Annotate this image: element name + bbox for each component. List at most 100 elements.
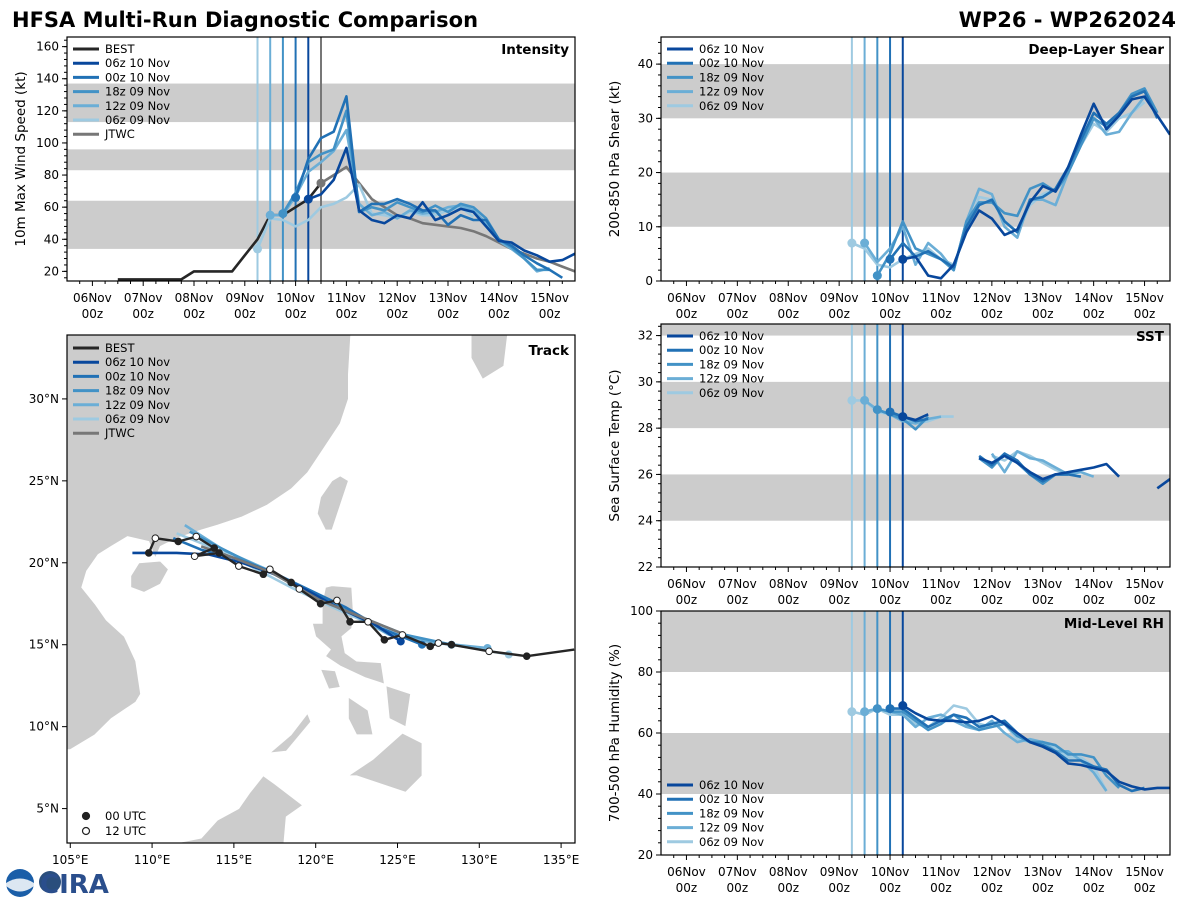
legend-label: 12z 09 Nov [699, 85, 764, 99]
x-tick-hour: 00z [981, 307, 1003, 321]
lat-tick-label: 5°N [36, 802, 59, 816]
x-tick-hour: 00z [676, 307, 698, 321]
best-point-00utc [210, 544, 219, 552]
legend-label: 00z 10 Nov [105, 369, 170, 383]
marker-legend-label: 12 UTC [105, 824, 146, 838]
x-tick-hour: 00z [930, 593, 952, 607]
x-tick-hour: 00z [879, 307, 901, 321]
init-point-06z-10-nov [303, 194, 313, 204]
panel-sst: 22 24 26 28 30 32 06Nov 00z 07Nov 00z 08Nov 00z 09No… [607, 323, 1171, 607]
best-point-12utc [266, 565, 274, 574]
best-point-12utc [333, 596, 341, 605]
best-point-00utc [215, 549, 223, 557]
y-tick-label: 0 [645, 274, 653, 288]
series-line-06z-10-nov [902, 704, 1170, 791]
y-tick-label: 10 [638, 220, 653, 234]
legend-label: 12z 09 Nov [105, 398, 170, 412]
x-tick-day: 12Nov [972, 291, 1011, 305]
x-tick-day: 08Nov [769, 291, 808, 305]
x-tick-hour: 00z [828, 881, 850, 895]
best-point-12utc [190, 552, 199, 561]
init-point-06z-09-nov [847, 238, 857, 248]
panel-title: Intensity [501, 42, 569, 58]
y-tick-label: 32 [638, 329, 653, 343]
x-tick-hour: 00z [777, 307, 799, 321]
x-tick-day: 15Nov [530, 291, 569, 305]
noaa-wave-icon [6, 878, 34, 892]
x-tick-day: 15Nov [1125, 577, 1164, 591]
legend-label: BEST [105, 42, 135, 56]
x-tick-hour: 00z [1083, 593, 1105, 607]
x-tick-day: 13Nov [1023, 865, 1062, 879]
init-point-18z-09-nov [278, 209, 288, 219]
legend-label: 12z 09 Nov [105, 99, 170, 113]
lat-tick-label: 25°N [29, 474, 59, 488]
legend-label: 00z 10 Nov [699, 343, 764, 357]
x-tick-day: 12Nov [972, 577, 1011, 591]
x-tick-hour: 00z [828, 307, 850, 321]
lon-tick-label: 110°E [134, 853, 171, 867]
y-tick-label: 60 [44, 200, 59, 214]
y-tick-label: 20 [638, 166, 653, 180]
x-tick-day: 08Nov [769, 865, 808, 879]
land-mainland-asia [67, 335, 352, 750]
best-point-12utc [151, 534, 160, 543]
init-point-jtwc [316, 178, 326, 188]
y-tick-label: 160 [36, 40, 59, 54]
best-point-12utc [295, 585, 304, 593]
x-tick-day: 07Nov [718, 865, 757, 879]
x-tick-day: 07Nov [718, 291, 757, 305]
x-tick-day: 15Nov [1125, 865, 1164, 879]
lat-tick-label: 10°N [29, 720, 59, 734]
y-tick-label: 100 [630, 604, 653, 618]
y-axis-label: 10m Max Wind Speed (kt) [13, 71, 29, 246]
x-tick-day: 10Nov [871, 291, 910, 305]
x-tick-day: 07Nov [718, 577, 757, 591]
legend-label: 00z 10 Nov [105, 70, 170, 84]
threshold-band [661, 611, 1170, 672]
init-point-06z-09-nov [847, 707, 857, 717]
series-line-12z-09-nov [270, 128, 550, 273]
x-tick-hour: 00z [234, 307, 256, 321]
y-tick-label: 80 [638, 665, 653, 679]
x-tick-hour: 00z [1032, 881, 1054, 895]
series-line-06z-09-nov [851, 704, 1108, 792]
x-tick-day: 11Nov [327, 291, 366, 305]
y-axis-label: Sea Surface Temp (°C) [607, 369, 623, 521]
best-point-00utc [174, 537, 183, 546]
x-tick-hour: 00z [1032, 593, 1054, 607]
marker-12utc-icon [81, 826, 91, 836]
legend-label: 18z 09 Nov [105, 85, 170, 99]
best-point-00utc [426, 642, 435, 651]
best-point-00utc [380, 636, 389, 644]
best-point-00utc [522, 652, 531, 660]
land-palawan [268, 712, 312, 754]
lon-tick-label: 135°E [543, 853, 580, 867]
init-point-12z-09-nov [860, 238, 870, 248]
init-point-06z-09-nov [253, 244, 262, 254]
plot-area [67, 37, 575, 281]
best-point-00utc [259, 570, 268, 579]
x-tick-day: 12Nov [972, 865, 1011, 879]
x-tick-hour: 00z [981, 593, 1003, 607]
best-point-12utc [192, 532, 201, 541]
x-tick-day: 10Nov [871, 577, 910, 591]
land-hainan [130, 560, 169, 593]
legend-label: 06z 09 Nov [105, 113, 170, 127]
y-tick-label: 40 [44, 232, 59, 246]
x-tick-day: 13Nov [429, 291, 468, 305]
init-point-00z-10-nov [885, 704, 895, 714]
figure-title: HFSA Multi-Run Diagnostic Comparison [12, 8, 478, 32]
x-tick-day: 06Nov [667, 577, 706, 591]
land-samar-leyte [385, 685, 412, 728]
legend-label: 06z 10 Nov [699, 329, 764, 343]
x-tick-day: 14Nov [1074, 291, 1113, 305]
series-line-06z-10-nov [307, 146, 575, 264]
threshold-band [661, 474, 1170, 521]
panel-title: SST [1136, 329, 1165, 345]
y-tick-label: 40 [638, 787, 653, 801]
init-point-12z-09-nov [860, 707, 870, 717]
x-tick-day: 13Nov [1023, 577, 1062, 591]
x-tick-day: 09Nov [820, 291, 859, 305]
